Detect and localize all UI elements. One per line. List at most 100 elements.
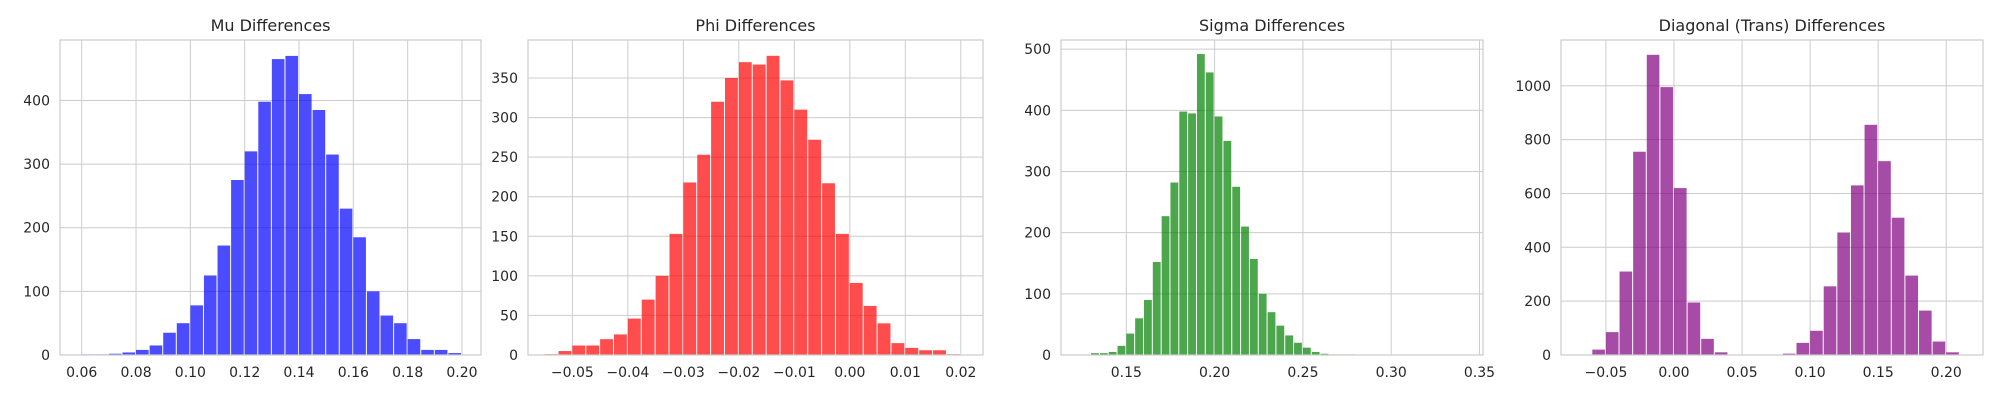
x-tick-label: 0.08 [120,365,151,381]
histogram-bar [1673,188,1687,355]
x-tick-label: 0.16 [338,365,369,381]
histogram-bar [1232,186,1241,355]
histogram-bar [448,353,461,355]
plot-frame [1060,39,1484,356]
plot-frame [527,39,984,356]
histogram-bar [849,282,863,355]
histogram-bar [1932,341,1946,355]
histogram-bar [600,339,614,355]
histogram-bar [339,208,353,355]
histogram-bar [1660,87,1673,355]
histogram-bar [669,233,683,355]
histogram-bar [683,182,697,355]
histogram-bar [1205,72,1214,355]
histogram-bar [919,350,933,355]
histogram-bar [572,345,586,355]
histogram-bar [1135,318,1143,355]
y-tick-label: 500 [1024,42,1051,58]
histogram-bar [1223,140,1232,355]
y-tick-label: 300 [1024,165,1051,181]
histogram-bar [1188,113,1196,355]
histogram-bar [149,345,163,355]
x-tick-label: −0.04 [606,365,649,381]
histogram-bar [1701,338,1714,355]
histogram-bar [217,245,231,355]
histogram-bar [1619,271,1633,355]
histogram-bar [1605,332,1619,355]
histogram-bar [1311,351,1320,355]
x-tick-label: 0.15 [1863,365,1894,381]
x-tick-label: −0.05 [1584,365,1627,381]
histogram-bar [614,334,627,355]
histogram-bar [163,332,176,355]
chart-title: Diagonal (Trans) Differences [1659,16,1886,35]
histogram-bar [285,55,299,356]
histogram-bar [1782,353,1796,355]
histogram-bar [299,94,312,355]
histogram-bar [1646,54,1660,356]
histogram-bar [1258,293,1267,355]
histogram-bar [190,305,203,355]
x-tick-label: 0.00 [834,365,865,381]
histogram-bar [1241,226,1249,355]
histogram-bar [780,80,794,355]
histogram-bar [1891,217,1905,355]
y-tick-label: 0 [1042,348,1051,364]
histogram-bar [905,347,919,355]
histogram-bar [1214,116,1223,355]
y-tick-label: 200 [1524,294,1551,310]
y-tick-label: 0 [41,348,50,364]
histogram-bar [1796,342,1810,355]
histogram-bar [933,350,946,355]
histogram-bar [1302,347,1311,355]
y-tick-label: 350 [491,71,518,87]
histogram-panel-4: −0.05 0.00 0.05 0.10 0.15 0.20 0 200 400 600 800 10… [1515,16,1984,381]
histogram-bar [1249,258,1258,355]
histogram-bar [711,101,724,355]
x-tick-label: 0.14 [283,365,314,381]
histogram-bar [1143,299,1152,355]
histogram-bar [258,101,271,356]
chart-title: Phi Differences [695,16,815,35]
histogram-bar [627,318,641,355]
histogram-bar [1850,185,1864,355]
histogram-bar [1161,216,1170,355]
histogram-bar [835,233,849,355]
x-tick-label: −0.02 [717,365,760,381]
plot-frame [59,39,482,356]
histogram-bar [1878,161,1891,355]
histogram-bar [1276,325,1285,355]
y-tick-label: 100 [1024,287,1051,303]
y-tick-label: 400 [23,93,50,109]
x-tick-label: −0.01 [773,365,816,381]
histogram-bar [1837,232,1850,355]
histogram-bar [1633,151,1646,355]
histogram-bar [1714,352,1728,355]
y-tick-label: 0 [1542,348,1551,364]
histogram-bar [1294,342,1302,355]
y-tick-label: 400 [1024,103,1051,119]
histogram-bar [1946,352,1959,355]
histogram-bar [1320,353,1329,355]
histogram-bar [1810,330,1823,355]
histogram-bar [1152,262,1161,355]
histogram-bar [738,62,752,356]
y-tick-label: 50 [500,308,518,324]
chart-title: Mu Differences [211,16,331,35]
x-tick-label: 0.15 [1111,365,1142,381]
histogram-bar [353,237,366,355]
histogram-bar [1687,302,1701,355]
y-tick-label: 200 [491,190,518,206]
y-tick-label: 1000 [1515,79,1551,95]
histogram-bar [203,275,217,355]
histogram-bar [697,154,711,355]
x-tick-label: 0.00 [1658,365,1689,381]
histogram-bar [655,275,669,355]
x-tick-label: 0.12 [229,365,260,381]
histogram-bar [641,299,655,355]
histogram-bar [271,59,285,355]
histogram-bar [1267,312,1276,355]
histogram-bar [752,64,766,355]
x-tick-label: 0.06 [66,365,97,381]
